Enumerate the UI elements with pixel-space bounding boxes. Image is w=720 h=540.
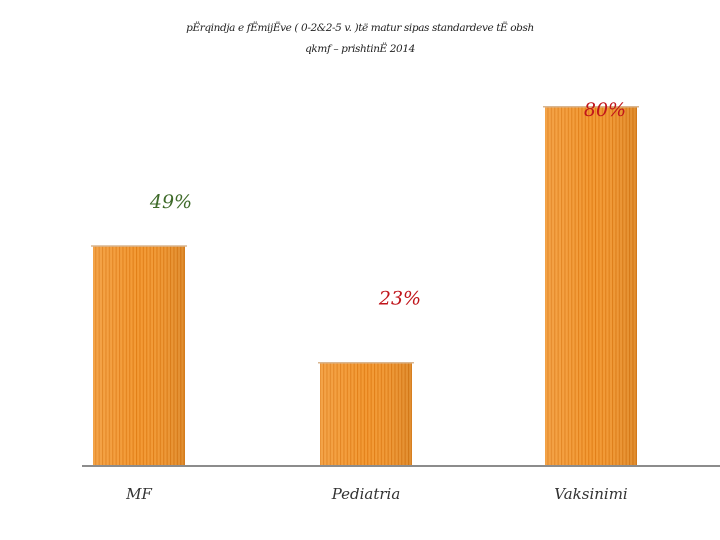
chart-title-line-2: qkmf – prishtinË 2014 <box>305 43 415 55</box>
bar-vaksinimi <box>543 106 639 467</box>
chart-title: pËrqindja e fËmijËve ( 0-2&2-5 v. )të ma… <box>140 18 580 60</box>
data-label: 23% <box>378 288 421 310</box>
bar-pediatria <box>318 361 414 466</box>
bar-mf <box>91 245 187 466</box>
data-label: 80% <box>584 99 626 121</box>
data-label: 49% <box>149 191 192 213</box>
bar-shade <box>320 362 412 466</box>
x-tick-label: Vaksinimi <box>554 485 628 503</box>
x-tick-label: MF <box>125 485 152 503</box>
bar-shade <box>545 106 637 467</box>
bar-shade <box>93 245 185 466</box>
x-tick-label: Pediatria <box>331 485 401 503</box>
chart-title-line-1: pËrqindja e fËmijËve ( 0-2&2-5 v. )të ma… <box>186 22 534 34</box>
